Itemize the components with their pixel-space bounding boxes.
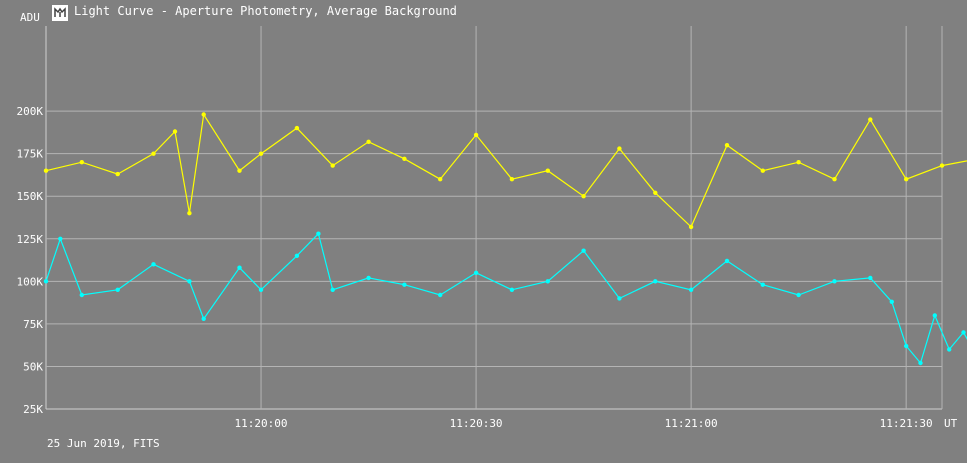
data-point [509,177,515,182]
data-point [509,287,515,292]
data-point [237,265,242,270]
data-point [617,146,622,151]
data-point [724,258,730,264]
series-1 [43,231,967,366]
data-point [932,313,937,318]
data-point [43,279,49,284]
data-point [402,156,407,161]
series-line [45,112,967,228]
y-axis-unit-label: ADU [20,11,40,24]
data-point [258,287,264,292]
data-point [904,177,909,182]
data-point [688,224,694,230]
x-tick-label: 11:20:30 [450,417,503,430]
y-tick-label: 200K [17,105,44,118]
data-point [115,287,120,292]
data-point [581,194,586,199]
data-point [961,330,966,335]
x-tick-label: 11:20:00 [235,417,288,430]
data-point [187,279,192,284]
y-tick-label: 150K [17,190,44,203]
data-point [438,177,443,182]
data-point [258,151,264,156]
data-point [366,139,371,144]
window-title: Light Curve - Aperture Photometry, Avera… [74,4,457,18]
data-point [294,253,300,258]
data-point [151,262,156,267]
data-point [473,270,479,275]
data-point [868,117,873,122]
data-point [760,282,765,287]
data-point [473,132,479,138]
light-curve-app-icon[interactable] [52,5,68,21]
data-point [832,177,837,182]
data-point [760,168,765,173]
data-point [316,231,321,236]
data-point [294,125,300,131]
data-point [330,163,335,168]
data-point [545,168,550,173]
data-point [201,112,206,117]
data-point [115,171,120,177]
title-bar: Light Curve - Aperture Photometry, Avera… [0,0,967,26]
chart-series-layer [43,112,967,366]
data-point [201,316,206,321]
data-point [724,143,730,148]
data-point [939,163,945,168]
data-point [653,279,658,284]
y-tick-label: 75K [23,318,43,331]
y-tick-label: 175K [17,148,44,161]
x-axis-unit-label: UT [944,417,958,430]
data-point [79,292,85,298]
data-point [918,360,923,366]
data-point [438,292,443,298]
data-point [947,347,952,352]
chart-axis-labels: 25K 50K 75K 100K 125K 150K 175K 200K 11:20:00 11:… [17,105,933,430]
series-line [45,232,967,365]
data-point [796,292,801,298]
data-point [330,287,335,292]
data-point [237,168,242,173]
data-point [796,160,801,165]
data-point [545,279,550,284]
data-point [889,299,894,304]
data-point [904,343,909,349]
data-point [688,287,694,292]
data-point [43,168,49,173]
data-point [832,279,837,284]
y-tick-label: 125K [17,233,44,246]
series-0 [43,112,967,230]
chart-grid [45,26,943,410]
data-point [172,129,178,134]
data-point [868,275,873,281]
data-point [58,236,63,241]
data-point [79,160,85,165]
data-point [187,211,192,216]
data-point [653,190,658,195]
data-point [366,275,371,281]
y-tick-label: 50K [23,360,43,373]
data-point [151,151,156,156]
footer-date-source: 25 Jun 2019, FITS [47,437,160,450]
data-point [581,248,586,253]
y-tick-label: 100K [17,275,44,288]
y-tick-label: 25K [23,403,43,416]
x-tick-label: 11:21:30 [880,417,933,430]
data-point [617,296,622,301]
data-point [402,282,407,287]
x-tick-label: 11:21:00 [665,417,718,430]
